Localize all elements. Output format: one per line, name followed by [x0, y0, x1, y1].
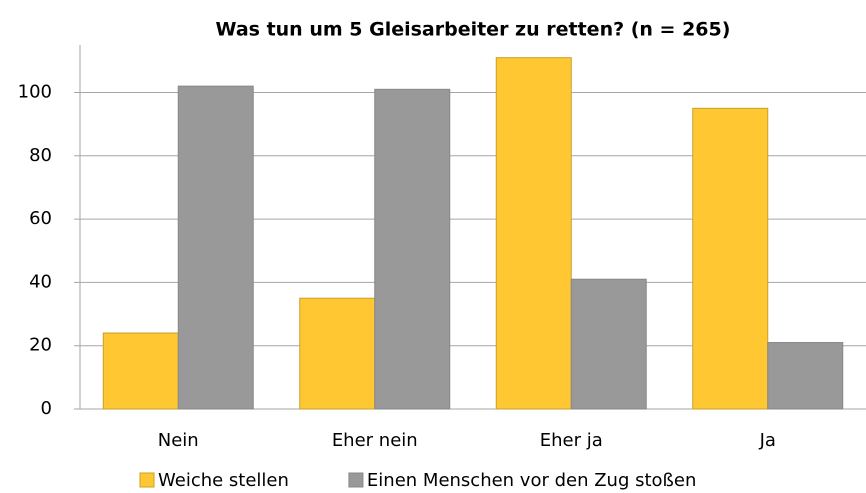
bar — [692, 107, 769, 410]
bar — [177, 85, 254, 410]
bar — [495, 57, 572, 410]
x-tick-label: Eher ja — [540, 430, 603, 451]
bar — [102, 332, 179, 410]
bar — [374, 88, 451, 410]
y-tick-label: 40 — [29, 271, 52, 292]
y-tick-label: 20 — [29, 335, 52, 356]
bar — [299, 297, 376, 410]
y-tick-label: 60 — [29, 208, 52, 229]
legend-label: Weiche stellen — [158, 470, 289, 491]
bar — [570, 278, 647, 410]
legend-swatch — [348, 472, 364, 488]
y-tick-label: 100 — [18, 81, 52, 102]
legend-label: Einen Menschen vor den Zug stoßen — [367, 470, 696, 491]
x-tick-label: Eher nein — [332, 430, 418, 451]
bar — [767, 342, 844, 410]
legend-swatch — [139, 472, 155, 488]
y-tick-label: 0 — [41, 398, 52, 419]
chart-title: Was tun um 5 Gleisarbeiter zu retten? (n… — [216, 19, 731, 41]
y-tick-label: 80 — [29, 145, 52, 166]
x-tick-label: Nein — [158, 430, 199, 451]
x-tick-label: Ja — [759, 430, 776, 451]
